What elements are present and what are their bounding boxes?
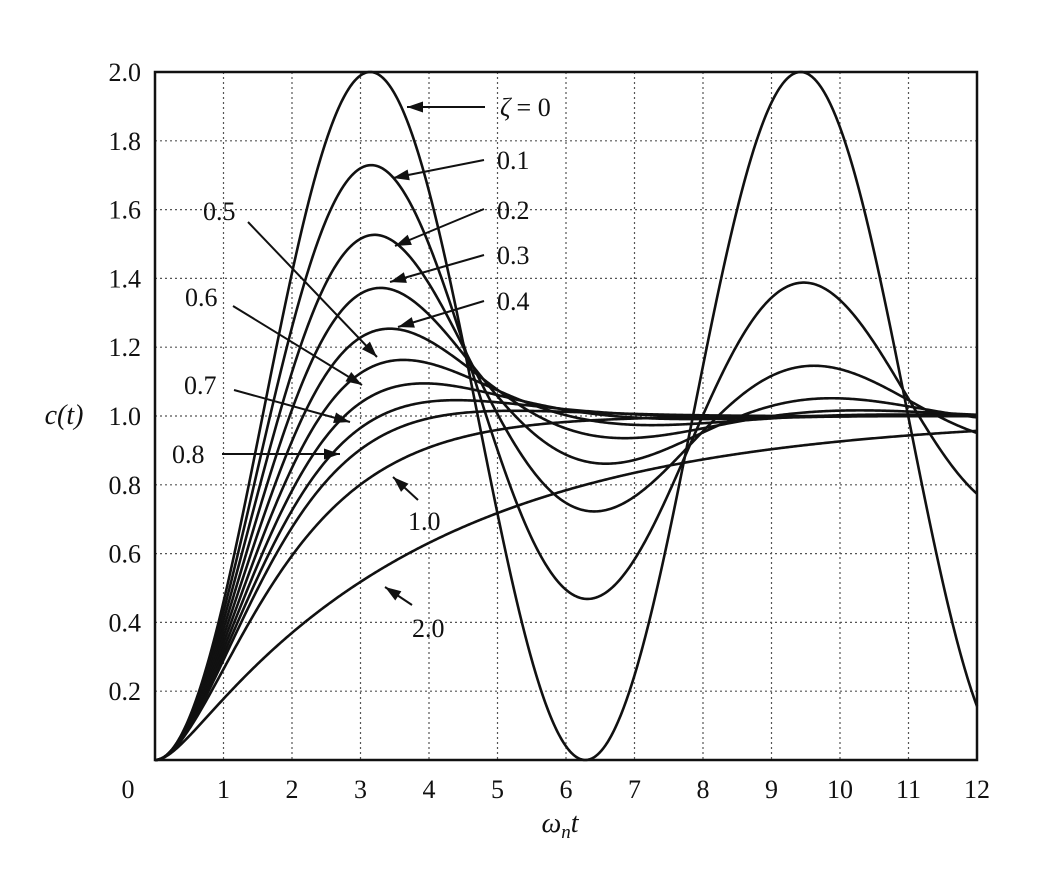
x-tick-label: 7: [628, 775, 641, 804]
series-line-zeta-2: [154, 429, 978, 762]
annotation-label: 1.0: [408, 507, 441, 536]
annotation-arrowhead: [393, 169, 410, 181]
x-tick-label: 3: [354, 775, 367, 804]
y-tick-label: 1.0: [109, 402, 142, 431]
annotation-label: 0.1: [497, 146, 530, 175]
curves: [154, 70, 979, 762]
y-tick-label: 1.8: [109, 127, 142, 156]
y-tick-label: 0.6: [109, 540, 142, 569]
x-axis-label-sub: n: [561, 822, 571, 843]
annotation-label: 0.3: [497, 241, 530, 270]
x-tick-label: 8: [697, 775, 710, 804]
x-tick-label: 6: [560, 775, 573, 804]
annotation-arrowhead: [398, 317, 415, 328]
annotation-arrowhead: [324, 448, 340, 460]
x-tick-label: 5: [491, 775, 504, 804]
x-tick-label: 11: [896, 775, 921, 804]
annotation-0.7: 0.7: [184, 371, 351, 424]
x-tick-label: 4: [423, 775, 436, 804]
annotation-0.1: 0.1: [392, 146, 530, 181]
y-tick-label: 0.4: [109, 608, 142, 637]
y-tick-label: 2.0: [109, 58, 142, 87]
annotation-arrowhead: [390, 272, 407, 283]
annotation-label: 0.6: [185, 283, 218, 312]
annotation-label: 0.2: [497, 196, 530, 225]
annotation-zeta-value: = 0: [517, 93, 551, 122]
annotation-label: 0.8: [172, 440, 205, 469]
annotation-label: ζ = 0: [500, 93, 551, 122]
annotation-arrowhead: [395, 234, 412, 246]
annotation-label: 2.0: [412, 614, 445, 643]
annotation-ζ = 0: ζ = 0: [407, 93, 551, 122]
series-line-zeta-1: [154, 414, 977, 762]
annotation-arrowhead: [407, 101, 423, 113]
annotation-arrow: [394, 208, 485, 247]
annotation-arrow: [389, 254, 485, 283]
y-tick-label: 0.2: [109, 677, 142, 706]
series-line-zeta-0.1: [154, 163, 978, 762]
annotation-arrow: [247, 221, 378, 358]
x-axis-label: ωnt: [541, 808, 579, 843]
x-tick-label: 1: [217, 775, 230, 804]
annotation-arrowhead: [345, 371, 362, 385]
annotation-arrowhead: [385, 587, 402, 601]
annotation-0.8: 0.8: [172, 440, 340, 469]
y-tick-label: 1.6: [109, 196, 142, 225]
annotation-0.4: 0.4: [397, 287, 530, 328]
annotation-1.0: 1.0: [392, 476, 441, 536]
plot-frame: [153, 70, 979, 762]
x-axis-label-t: t: [571, 808, 580, 839]
annotation-arrow: [232, 305, 363, 386]
annotation-arrow: [233, 389, 351, 423]
annotations: ζ = 0 0.1 0.2 0.3 0.4 0.5 0.6 0.7 0.8 1.0 2.0: [172, 93, 551, 643]
annotation-label: 0.5: [203, 197, 236, 226]
annotation-arrowhead: [393, 477, 409, 492]
annotation-0.5: 0.5: [203, 197, 378, 358]
annotation-arrowhead: [333, 412, 350, 424]
annotation-0.2: 0.2: [394, 196, 530, 247]
annotation-0.6: 0.6: [185, 283, 363, 386]
x-tick-label: 10: [827, 775, 853, 804]
x-tick-label: 9: [765, 775, 778, 804]
y-tick-label: 1.2: [109, 333, 142, 362]
annotation-2.0: 2.0: [384, 586, 445, 643]
y-tick-label: 1.4: [109, 264, 142, 293]
annotation-zeta-symbol: ζ: [500, 93, 512, 122]
x-axis-label-omega: ω: [541, 808, 561, 839]
y-axis-label: c(t): [45, 400, 84, 431]
x-tick-label: 0: [122, 775, 135, 804]
x-tick-label: 12: [964, 775, 990, 804]
annotation-0.3: 0.3: [389, 241, 530, 283]
series-line-zeta-0.2: [154, 233, 978, 762]
series-line-zeta-0.3: [154, 286, 978, 762]
y-tick-label: 0.8: [109, 471, 142, 500]
annotation-label: 0.7: [184, 371, 217, 400]
annotation-arrowhead: [361, 341, 377, 357]
series-line-zeta-0: [154, 70, 979, 762]
x-tick-label: 2: [286, 775, 299, 804]
annotation-label: 0.4: [497, 287, 530, 316]
series-line-zeta-0.4: [154, 327, 978, 762]
tick-labels: 0 1 2 3 4 5 6 7 8 9 10 11 120.20.40.60.81.01.21.41.6…: [109, 58, 991, 804]
